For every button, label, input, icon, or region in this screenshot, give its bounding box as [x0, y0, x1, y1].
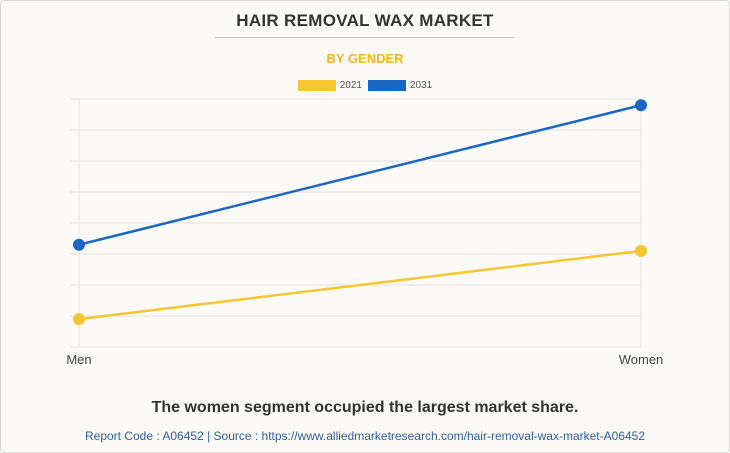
data-point-2031-women: [635, 99, 647, 112]
chart-title: HAIR REMOVAL WAX MARKET: [236, 11, 494, 30]
legend-swatch-2031: [368, 80, 406, 91]
x-tick-label-men: Men: [66, 352, 91, 367]
title-divider: [215, 37, 515, 38]
legend-item-2021[interactable]: 2021: [297, 80, 362, 91]
chart-subtitle: BY GENDER: [326, 51, 404, 66]
legend-label-2021: 2021: [339, 80, 362, 91]
series-line-2021: [78, 249, 642, 321]
x-tick-label-women: Women: [619, 352, 664, 367]
legend-label-2031: 2031: [410, 80, 433, 91]
data-point-2031-men: [73, 238, 85, 251]
data-point-2021-men: [73, 313, 85, 326]
report-source-footer[interactable]: Report Code : A06452 | Source : https://…: [84, 429, 646, 443]
data-point-2021-women: [635, 244, 647, 257]
series-line-2031: [78, 103, 642, 246]
legend-swatch-2021: [297, 80, 336, 91]
legend: 2021 2031: [0, 80, 730, 91]
chart-caption: The women segment occupied the largest m…: [151, 399, 579, 416]
legend-item-2031[interactable]: 2031: [368, 80, 432, 91]
